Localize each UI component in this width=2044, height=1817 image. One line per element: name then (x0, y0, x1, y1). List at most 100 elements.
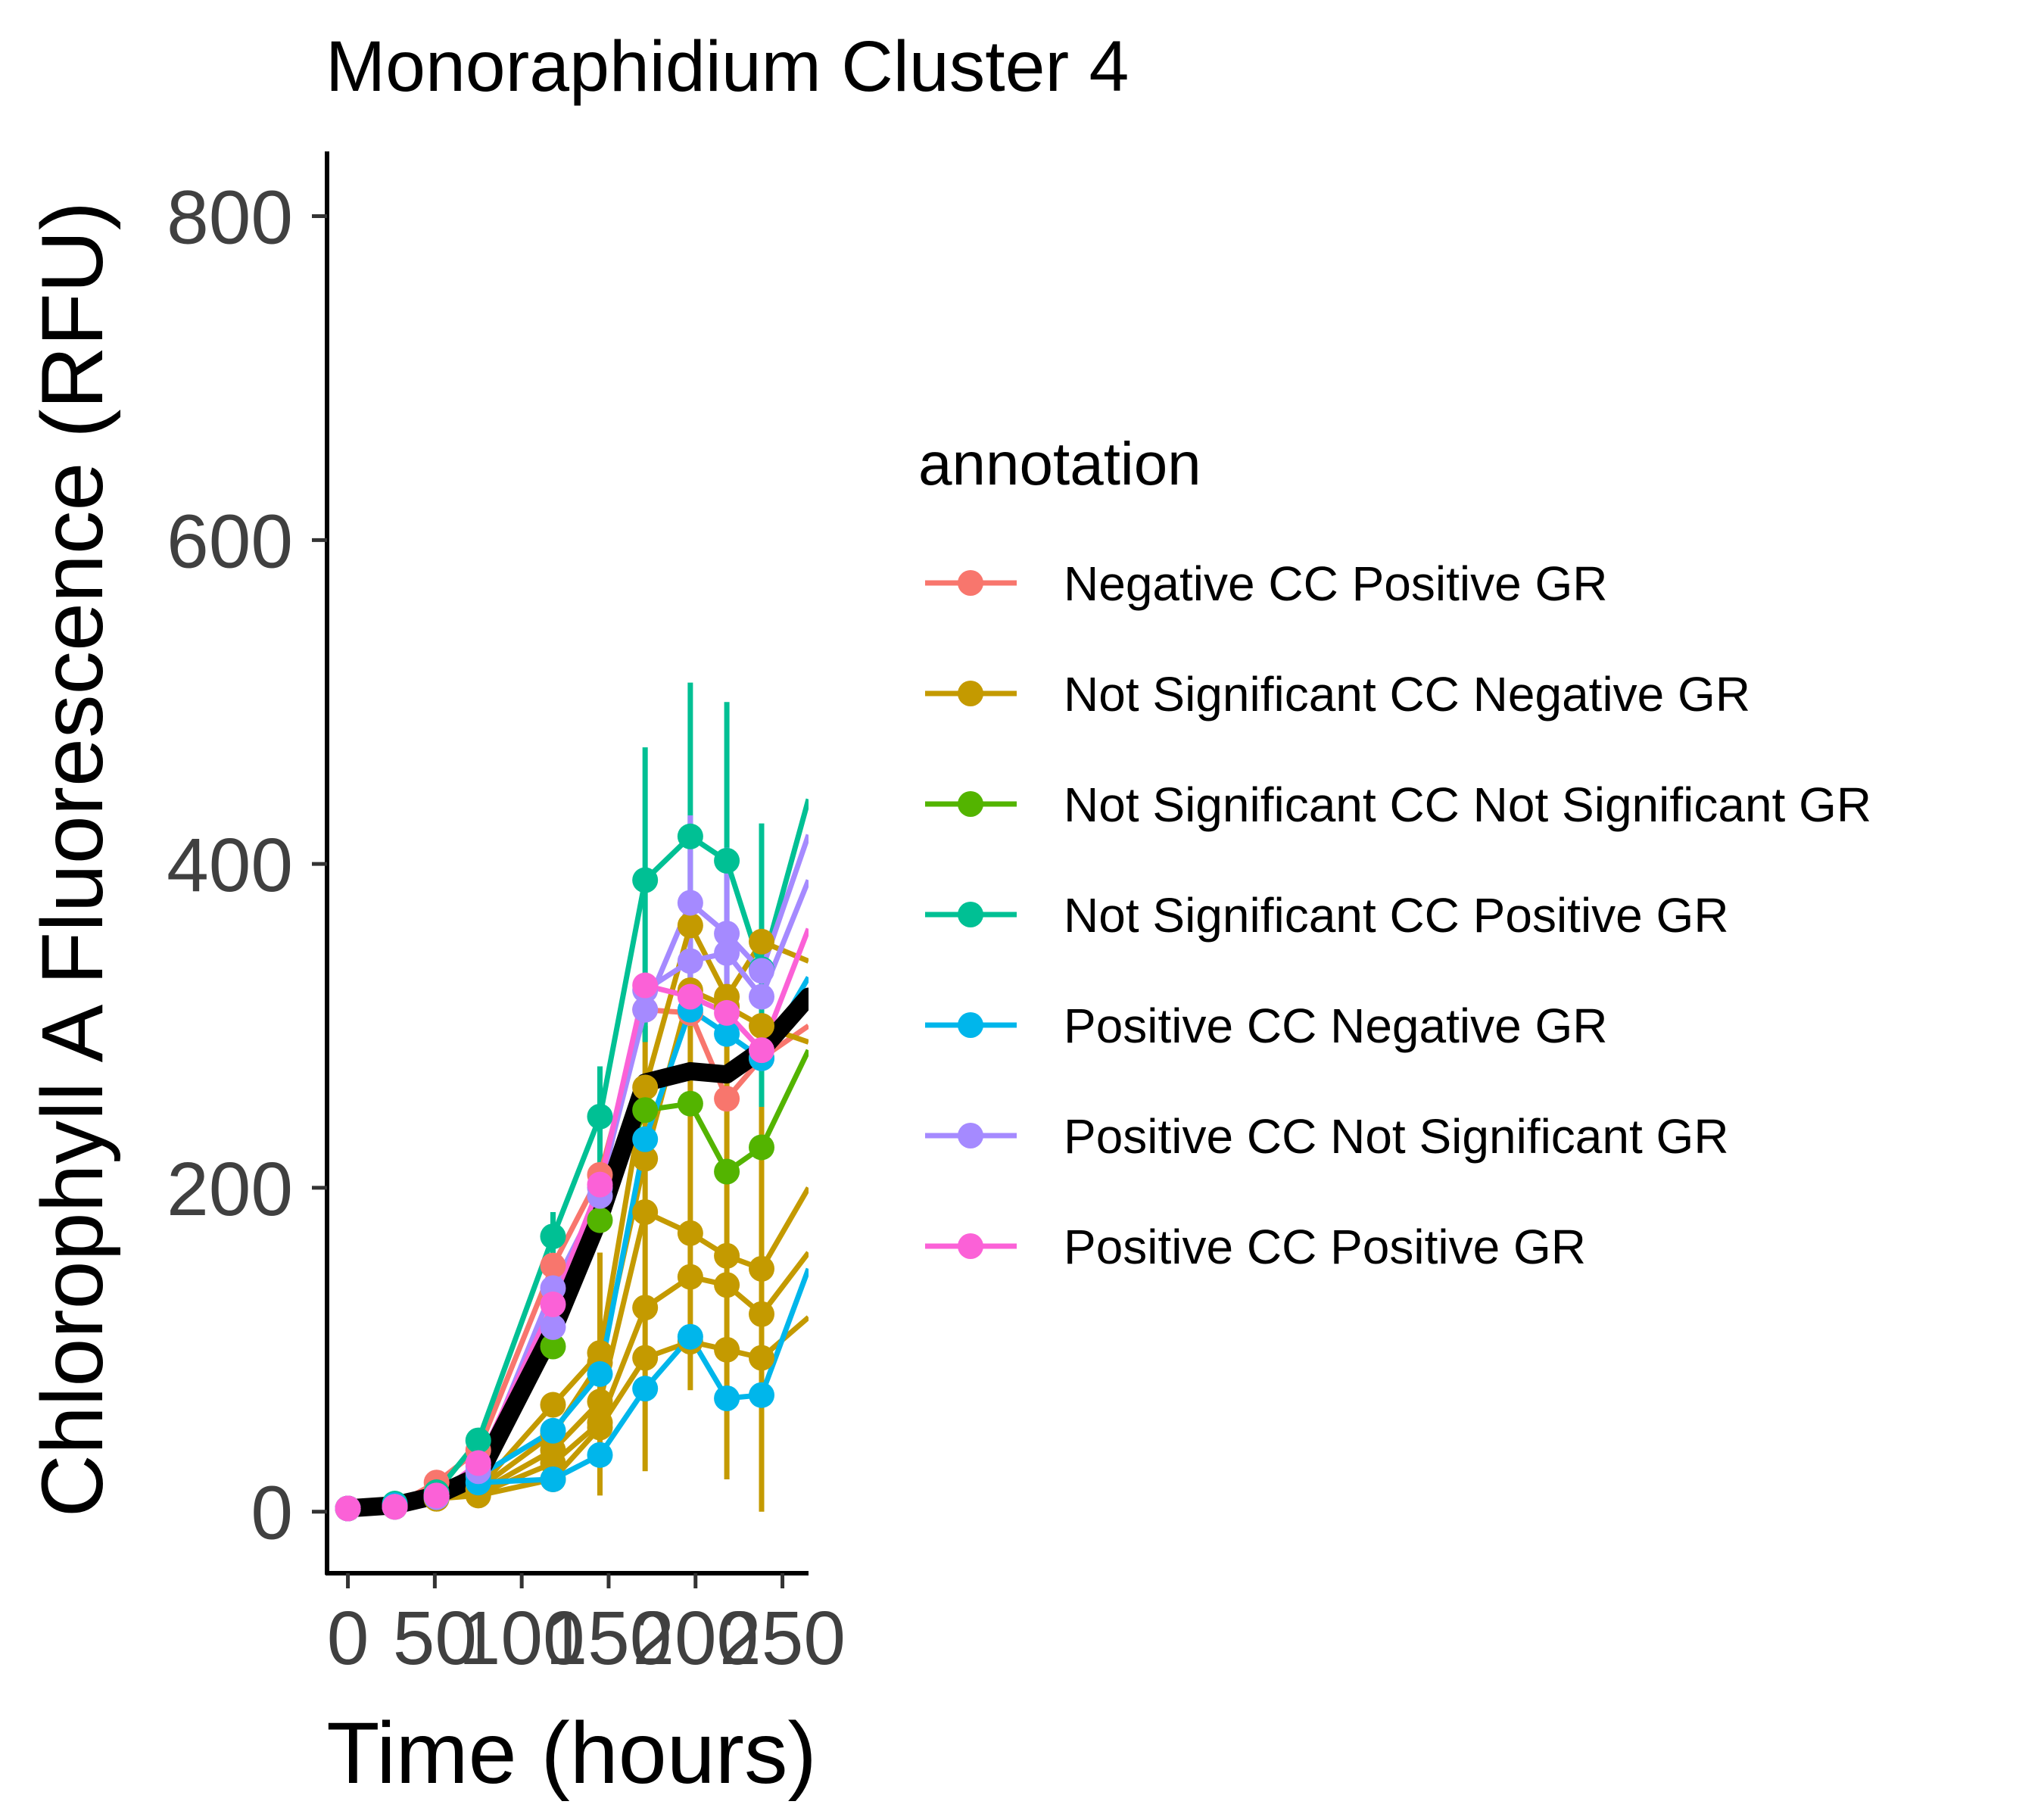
series-line (347, 1315, 809, 1511)
data-point (714, 921, 740, 947)
x-tick-label: 0 (327, 1596, 369, 1681)
data-point (714, 1158, 740, 1185)
legend-key-point (958, 1233, 983, 1259)
legend-item: Negative CC Positive GR (925, 556, 1607, 611)
mean-line (338, 987, 809, 1518)
data-point (632, 1097, 659, 1124)
data-point (587, 1171, 613, 1198)
data-point (540, 1314, 566, 1340)
y-tick-label: 800 (167, 176, 293, 260)
data-point (749, 1013, 775, 1039)
legend-item: Not Significant CC Not Significant GR (925, 778, 1871, 832)
legend-label: Positive CC Not Significant GR (1064, 1109, 1729, 1164)
legend-key-point (958, 791, 983, 817)
data-point (587, 1207, 613, 1233)
legend-key-point (958, 902, 983, 927)
data-point (677, 912, 703, 939)
data-point (632, 1376, 659, 1402)
data-point (749, 1382, 775, 1408)
legend-key-point (958, 1123, 983, 1148)
data-point (382, 1494, 408, 1520)
data-point (677, 1220, 703, 1246)
data-point (540, 1417, 566, 1444)
y-tick-label: 400 (167, 823, 293, 908)
data-point (632, 867, 659, 893)
x-tick-label: 200 (632, 1596, 759, 1681)
legend-label: Not Significant CC Not Significant GR (1064, 778, 1871, 832)
data-point (677, 823, 703, 849)
data-point (540, 1291, 566, 1317)
data-point (677, 1090, 703, 1117)
data-point (465, 1427, 491, 1454)
data-point (465, 1450, 491, 1476)
data-point (714, 940, 740, 966)
series-line (347, 1267, 809, 1511)
y-tick-label: 600 (167, 499, 293, 584)
data-point (540, 1252, 566, 1279)
data-point (714, 1086, 740, 1112)
data-point (714, 1385, 740, 1411)
data-point (587, 1414, 613, 1441)
legend-key-point (958, 681, 983, 706)
data-point (714, 999, 740, 1026)
y-tick-label: 0 (251, 1471, 293, 1556)
legend-label: Positive CC Negative GR (1064, 999, 1607, 1053)
x-tick-label: 100 (459, 1596, 585, 1681)
series-lines (338, 798, 809, 1518)
legend-label: Not Significant CC Negative GR (1064, 667, 1750, 722)
legend-label: Positive CC Positive GR (1064, 1220, 1586, 1274)
data-point (749, 1134, 775, 1161)
data-point (540, 1223, 566, 1250)
legend-item: Not Significant CC Negative GR (925, 667, 1750, 722)
data-point (540, 1466, 566, 1492)
data-point (540, 1333, 566, 1360)
data-point (540, 1392, 566, 1418)
y-axis-title: Chlorophyll A Fluorescence (RFU) (24, 201, 121, 1517)
data-point (749, 958, 775, 984)
series-points (335, 823, 775, 1522)
data-point (335, 1495, 361, 1522)
x-tick-label: 50 (393, 1596, 477, 1681)
chart-title: Monoraphidium Cluster 4 (326, 26, 1129, 107)
y-tick-label: 200 (167, 1147, 293, 1232)
legend-key-point (958, 1012, 983, 1038)
data-point (714, 1336, 740, 1363)
legend-label: Negative CC Positive GR (1064, 556, 1607, 611)
data-point (587, 1360, 613, 1387)
data-point (423, 1482, 450, 1509)
data-point (714, 1272, 740, 1298)
x-axis-title: Time (hours) (326, 1705, 817, 1802)
data-point (587, 1441, 613, 1468)
data-point (749, 1255, 775, 1282)
data-point (749, 928, 775, 955)
data-point (677, 1323, 703, 1350)
data-point (632, 972, 659, 999)
data-point (714, 847, 740, 874)
data-point (632, 1345, 659, 1371)
data-point (677, 948, 703, 974)
data-point (677, 1264, 703, 1290)
data-point (749, 1301, 775, 1327)
legend-label: Not Significant CC Positive GR (1064, 888, 1729, 943)
legend-title: annotation (918, 430, 1201, 497)
data-point (677, 983, 703, 1010)
data-point (587, 1388, 613, 1415)
legend: annotation Negative CC Positive GR Not Si… (918, 430, 1871, 1274)
data-point (587, 1103, 613, 1130)
legend-item: Positive CC Positive GR (925, 1220, 1586, 1274)
data-point (632, 1074, 659, 1101)
data-point (632, 1199, 659, 1226)
x-tick-label: 250 (719, 1596, 846, 1681)
data-point (632, 1145, 659, 1172)
legend-item: Positive CC Negative GR (925, 999, 1607, 1053)
legend-key-point (958, 570, 983, 596)
data-point (749, 1345, 775, 1371)
data-point (632, 996, 659, 1023)
legend-item: Positive CC Not Significant GR (925, 1109, 1729, 1164)
data-point (632, 1295, 659, 1321)
data-point (632, 1126, 659, 1152)
x-tick-label: 150 (546, 1596, 672, 1681)
data-point (677, 890, 703, 916)
